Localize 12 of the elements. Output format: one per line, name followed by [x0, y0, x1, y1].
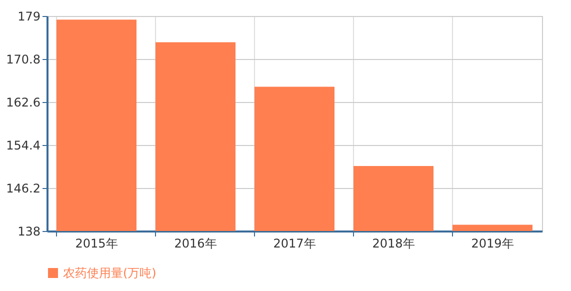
- y-tick-label: 154.4: [6, 138, 40, 152]
- legend-label: 农药使用量(万吨): [63, 266, 156, 280]
- x-tick-label: 2015年: [75, 236, 118, 250]
- x-tick-label: 2018年: [372, 236, 415, 250]
- y-tick-label: 138: [18, 224, 40, 238]
- x-tick-label: 2017年: [273, 236, 316, 250]
- y-tick-label: 179: [18, 10, 40, 24]
- y-tick-label: 170.8: [6, 52, 40, 66]
- y-tick-label: 146.2: [6, 182, 40, 196]
- x-tick-label: 2016年: [174, 236, 217, 250]
- x-tick-label: 2019年: [471, 236, 514, 250]
- y-tick-label: 162.6: [6, 96, 40, 110]
